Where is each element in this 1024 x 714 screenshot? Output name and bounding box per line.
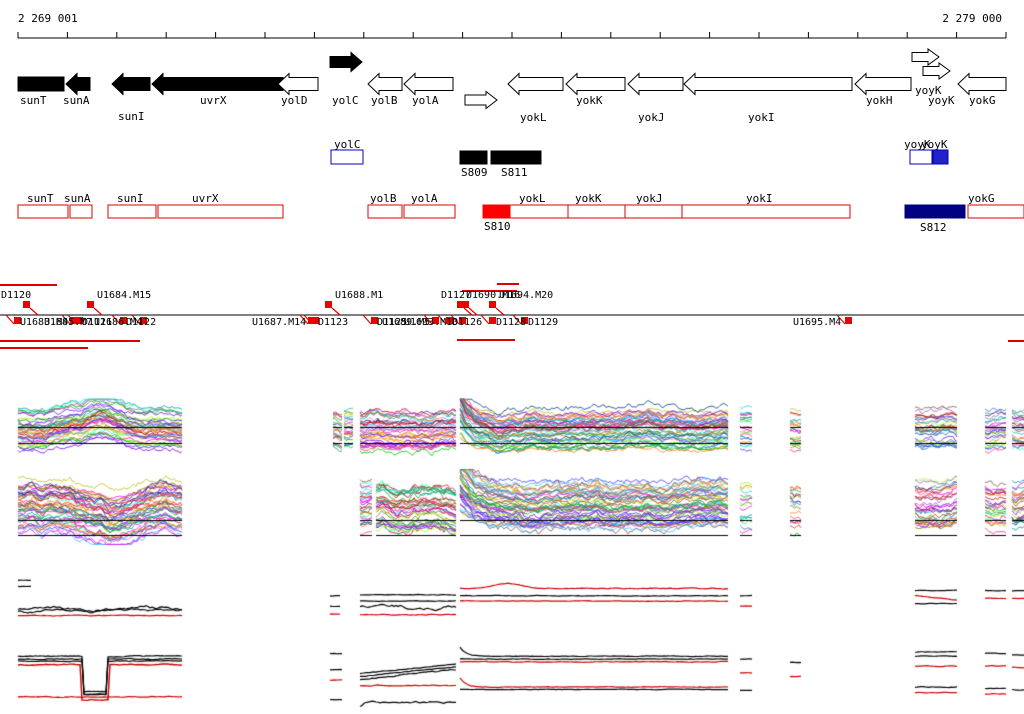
probe-flag-ramp [93,307,103,316]
probe-flag-D1126[interactable] [459,317,466,324]
probe-flag-ramp [61,314,71,325]
probe-flag-ramp [111,314,121,325]
probe-flag-U1693.M10[interactable] [446,317,453,324]
ruler-end-label: 2 279 000 [942,12,1002,25]
probe-flag-U1689.M5[interactable] [432,317,439,324]
segment-box-yolB[interactable] [367,204,403,219]
segment-box-yolA[interactable] [403,204,456,219]
gene-arrow-yoyK-lower[interactable] [922,62,951,80]
probe-flag-ramp [303,314,313,325]
gene-arrow-yokJ[interactable] [627,72,684,96]
probe-flag-ramp [437,314,447,325]
segment-box-yokG[interactable] [967,204,1024,219]
segment-box-yokI[interactable] [681,204,851,219]
probe-flag-U1690.M16[interactable] [457,301,464,308]
probe-flag-D1127[interactable] [462,301,469,308]
probe-flag-D1122[interactable] [120,317,127,324]
probe-flag-D1125[interactable] [371,317,378,324]
gene-arrow-yolD[interactable] [277,72,319,96]
probe-flag-ramp [131,314,141,325]
segment-box-uvrX[interactable] [157,204,284,219]
probe-flag-ramp [67,314,77,325]
probe-flag-ramp [299,314,309,325]
gene-arrow-yokK[interactable] [565,72,626,96]
probe-flag-ramp [450,314,460,325]
gene-arrow-orf-small[interactable] [464,90,498,110]
probe-flag-U1684.M15[interactable] [87,301,94,308]
probe-flag-ramp [362,314,372,325]
probe-flag-ramp [5,314,15,325]
segment-box-S810[interactable] [482,204,511,219]
segment-box-yokK[interactable] [567,204,626,219]
gene-arrow-sunA[interactable] [65,72,91,96]
probe-flag-U1695.M4[interactable] [845,317,852,324]
gene-arrow-yokI[interactable] [683,72,853,96]
segment-box-yokJ[interactable] [624,204,683,219]
gene-arrow-yolC[interactable] [329,51,363,73]
probe-flag-D1120[interactable] [23,301,30,308]
segment-box-sunA[interactable] [69,204,93,219]
probe-flag-ramp [463,307,473,316]
probe-flag-ramp [468,307,478,316]
segment-box-sunI[interactable] [107,204,157,219]
probe-flag-U1688.M1[interactable] [325,301,332,308]
gene-arrow-uvrX[interactable] [151,72,284,96]
feature-box-2[interactable] [490,150,542,165]
ruler-start-label: 2 269 001 [18,12,78,25]
feature-box-3[interactable] [909,149,933,165]
gene-arrow-yoyK-upper[interactable] [911,48,940,66]
segment-box-S812[interactable] [904,204,966,219]
probe-flag-ramp [480,314,490,325]
probe-flag-U1694.M20[interactable] [489,301,496,308]
segment-box-sunT[interactable] [17,204,69,219]
probe-flag-ramp [512,314,522,325]
probe-flag-D1128[interactable] [489,317,496,324]
probe-flag-ramp [423,314,433,325]
probe-flag-U1686.M4[interactable] [140,317,147,324]
gene-arrow-sunI[interactable] [111,72,151,96]
probe-flag-U1687.M14[interactable] [308,317,315,324]
feature-box-4[interactable] [932,149,949,165]
probe-flag-D1121[interactable] [76,317,83,324]
probe-flag-U1683.M4[interactable] [14,317,21,324]
probe-flag-ramp [836,314,846,325]
gene-arrow-yolA[interactable] [403,72,454,96]
probe-flag-ramp [331,307,341,316]
feature-box-1[interactable] [459,150,488,165]
gene-arrow-yokG[interactable] [957,72,1007,96]
probe-flag-D1129[interactable] [521,317,528,324]
probe-flag-ramp [29,307,39,316]
probe-flag-D1123[interactable] [312,317,319,324]
probe-flag-ramp [495,307,505,316]
gene-arrow-yokL[interactable] [507,72,564,96]
gene-arrow-yolB[interactable] [367,72,403,96]
feature-box-0[interactable] [330,149,364,165]
gene-arrow-sunT[interactable] [17,76,65,92]
gene-arrow-yokH[interactable] [854,72,912,96]
